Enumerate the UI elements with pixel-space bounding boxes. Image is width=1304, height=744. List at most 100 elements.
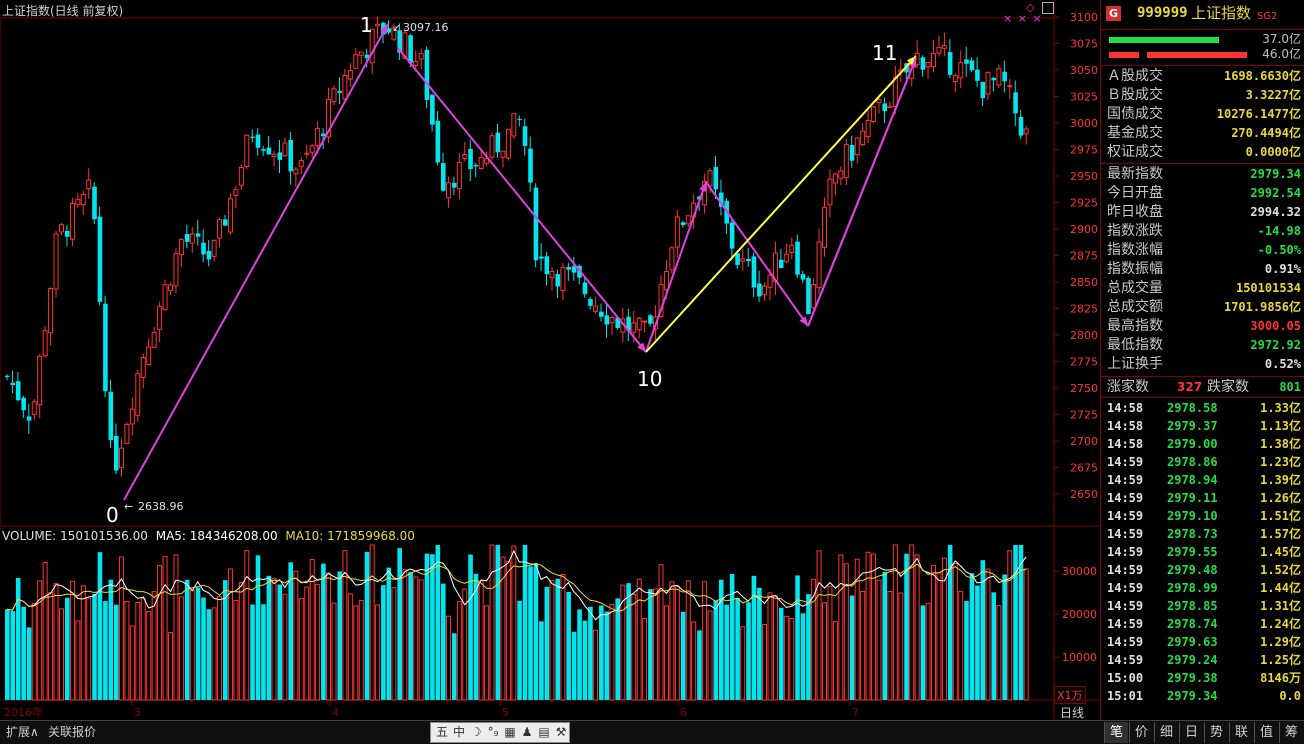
volume-bar-up <box>892 544 898 701</box>
tick-volume: 1.45亿 <box>1260 545 1301 559</box>
candle-down <box>582 282 588 295</box>
turnover-row: 基金成交 270.4494亿 <box>1101 124 1304 143</box>
volume-bar-down <box>250 604 255 700</box>
tick-row[interactable]: 14:59 2979.48 1.52亿 <box>1101 561 1304 579</box>
month-label: 7 <box>852 706 859 719</box>
volume-bar-up <box>898 592 904 701</box>
ma5-line <box>6 549 1027 621</box>
tick-row[interactable]: 15:01 2979.34 0.0 <box>1101 687 1304 705</box>
quote-row: 最高指数 3000.05 <box>1101 317 1304 336</box>
volume-bar-up <box>887 590 893 701</box>
quote-label: 昨日收盘 <box>1107 204 1163 220</box>
volume-bar-up <box>1007 550 1013 701</box>
tick-row[interactable]: 14:59 2978.73 1.57亿 <box>1101 525 1304 543</box>
candle-down <box>201 242 206 255</box>
tick-price: 2979.34 <box>1167 689 1218 703</box>
candle-down <box>571 266 577 273</box>
tool-icon[interactable]: °₉ <box>487 725 499 739</box>
panel-tab[interactable]: 势 <box>1204 722 1228 743</box>
tool-icon[interactable]: ☽ <box>470 725 482 739</box>
candle-down <box>184 234 190 242</box>
expand-button[interactable]: 扩展∧ <box>6 725 39 739</box>
tool-icon[interactable]: ▤ <box>538 725 550 739</box>
candle-down <box>800 274 806 280</box>
tick-volume: 1.25亿 <box>1260 653 1301 667</box>
candle-down <box>103 303 108 392</box>
volume-bar-up <box>1023 568 1029 701</box>
green-bar-row: 37.0亿 <box>1101 31 1304 48</box>
volume-axis-label: 20000 <box>1062 608 1097 621</box>
candle-up <box>560 267 566 292</box>
period-button[interactable]: 日线 <box>1060 706 1085 720</box>
volume-bar-up <box>271 577 277 701</box>
volume-bar-down <box>364 551 370 700</box>
wave-0-1 <box>123 23 389 501</box>
candle-up <box>168 284 173 292</box>
high-arrow-icon: ↙ <box>392 21 401 34</box>
tick-row[interactable]: 14:59 2978.86 1.23亿 <box>1101 453 1304 471</box>
volume-bar-up <box>500 556 506 701</box>
up-count: 327 <box>1177 380 1203 394</box>
volume-bar-up <box>702 581 708 701</box>
candle-up <box>549 271 555 279</box>
red-bar-value: 46.0亿 <box>1262 47 1301 61</box>
tick-row[interactable]: 14:59 2978.74 1.24亿 <box>1101 615 1304 633</box>
tick-row[interactable]: 14:59 2979.24 1.25亿 <box>1101 651 1304 669</box>
related-quotes-button[interactable]: 关联报价 <box>48 725 97 739</box>
candle-up <box>162 284 168 311</box>
panel-tab[interactable]: 筹 <box>1279 722 1303 743</box>
price-axis-label: 3000 <box>1070 117 1098 130</box>
tick-row[interactable]: 14:58 2978.58 1.33亿 <box>1101 399 1304 417</box>
tick-price: 2979.38 <box>1167 671 1218 685</box>
tick-row[interactable]: 14:59 2978.85 1.31亿 <box>1101 597 1304 615</box>
kline-chart-area[interactable]: 3100 3075 3050 3025 3000 2975 2950 2925 2900 2875… <box>0 0 1100 720</box>
panel-tab[interactable]: 价 <box>1129 722 1153 743</box>
input-method-toolbar[interactable]: 五中 ☽ °₉ ▦ ♟ ▤ ⚒ <box>430 722 570 743</box>
tick-row[interactable]: 14:59 2979.55 1.45亿 <box>1101 543 1304 561</box>
tool-icon[interactable]: ♟ <box>521 725 533 739</box>
candle-down <box>648 315 653 324</box>
tool-icon[interactable]: 中 <box>452 725 465 739</box>
panel-tab[interactable]: 细 <box>1154 722 1178 743</box>
volume-bar-up <box>462 588 468 701</box>
candle-up <box>871 106 877 123</box>
volume-bar-up <box>59 608 64 701</box>
maximize-icon[interactable] <box>1042 2 1054 14</box>
panel-tab[interactable]: 日 <box>1179 722 1203 743</box>
volume-bar-up <box>173 554 179 701</box>
quote-row: 总成交额 1701.9856亿 <box>1101 298 1304 317</box>
volume-bar-down <box>718 579 724 700</box>
tick-row[interactable]: 15:00 2979.38 8146万 <box>1101 669 1304 687</box>
tool-icon[interactable]: ⚒ <box>555 725 567 739</box>
tick-row[interactable]: 14:59 2978.99 1.44亿 <box>1101 579 1304 597</box>
candle-down <box>718 192 724 207</box>
volume-bar-down <box>528 566 533 700</box>
candle-down <box>397 30 402 53</box>
candle-up <box>642 320 648 323</box>
kline-chart[interactable]: 3100307530503025300029752950292529002875… <box>0 0 1100 720</box>
tick-row[interactable]: 14:58 2979.37 1.13亿 <box>1101 417 1304 435</box>
volume-bar-up <box>636 578 642 701</box>
tool-icon[interactable]: ▦ <box>504 725 516 739</box>
volume-bar-up <box>445 615 451 701</box>
tick-row[interactable]: 14:58 2979.00 1.38亿 <box>1101 435 1304 453</box>
panel-tab[interactable]: 笔 <box>1104 722 1128 743</box>
tick-time: 14:59 <box>1107 473 1144 487</box>
tick-time: 14:59 <box>1107 599 1144 613</box>
tick-row[interactable]: 14:59 2978.94 1.39亿 <box>1101 471 1304 489</box>
diamond-icon[interactable]: ◇ <box>1026 1 1035 14</box>
tick-row[interactable]: 14:59 2979.63 1.29亿 <box>1101 633 1304 651</box>
month-label: 3 <box>134 706 141 719</box>
tick-row[interactable]: 14:59 2979.10 1.51亿 <box>1101 507 1304 525</box>
candle-down <box>539 256 544 259</box>
tool-icon[interactable]: 五 <box>435 725 448 739</box>
candle-up <box>838 170 844 179</box>
tick-row[interactable]: 14:59 2979.11 1.26亿 <box>1101 489 1304 507</box>
volume-bar-up <box>489 544 495 701</box>
panel-tab[interactable]: 值 <box>1254 722 1278 743</box>
tick-volume: 0.0 <box>1279 689 1301 703</box>
volume-bar-up <box>854 558 860 701</box>
candle-up <box>326 99 332 138</box>
volume-bar-up <box>816 550 822 701</box>
panel-tab[interactable]: 联 <box>1229 722 1253 743</box>
